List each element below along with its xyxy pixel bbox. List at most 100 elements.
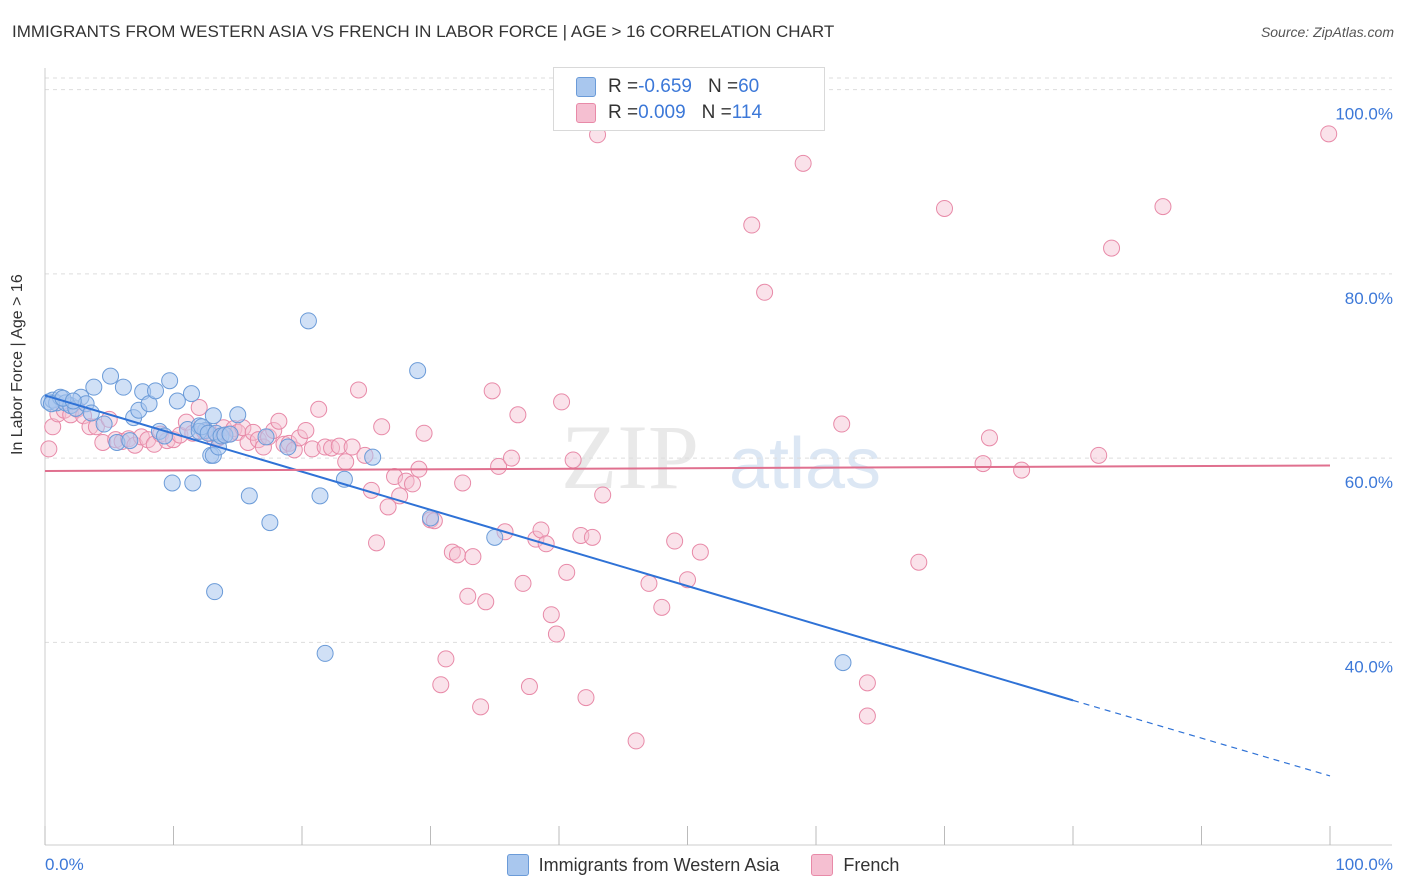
data-point-french <box>558 563 576 581</box>
data-point-western-asia <box>834 654 852 672</box>
legend-label: Immigrants from Western Asia <box>538 854 780 875</box>
r-value: 0.009 <box>638 102 686 123</box>
legend-swatch-blue <box>576 77 596 97</box>
legend-item-western-asia: Immigrants from Western Asia <box>506 854 780 876</box>
x-tick-label: 0.0% <box>45 855 84 874</box>
data-point-french <box>448 546 466 564</box>
data-point-french <box>858 674 876 692</box>
series-legend: Immigrants from Western Asia French <box>0 852 1406 878</box>
n-label: N = <box>701 102 732 123</box>
y-axis-label: In Labor Force | Age > 16 <box>9 274 26 455</box>
y-tick-label: 80.0% <box>1345 289 1393 308</box>
data-point-western-asia <box>311 487 329 505</box>
data-point-french <box>936 199 953 217</box>
data-point-western-asia <box>85 378 103 396</box>
data-point-french <box>627 732 645 750</box>
data-point-french <box>514 574 532 592</box>
data-point-western-asia <box>279 438 297 456</box>
data-point-french <box>679 571 696 589</box>
data-point-french <box>858 707 876 725</box>
data-point-western-asia <box>102 367 120 385</box>
data-point-french <box>974 455 992 473</box>
data-point-french <box>464 548 482 566</box>
data-point-french <box>270 412 288 430</box>
trendline-french <box>44 464 1331 473</box>
data-point-western-asia <box>121 432 139 450</box>
data-point-french <box>640 574 658 592</box>
trend-lines <box>44 394 1331 777</box>
data-point-french <box>330 437 348 455</box>
data-point-french <box>350 381 368 399</box>
data-point-french <box>437 650 455 668</box>
data-point-french <box>547 625 565 643</box>
data-point-french <box>502 449 520 467</box>
data-point-french <box>472 698 490 716</box>
data-point-french <box>1013 461 1031 479</box>
data-point-french <box>337 453 355 471</box>
trendline-western-asia <box>44 394 1074 702</box>
data-point-french <box>297 421 315 439</box>
data-point-french <box>373 418 391 436</box>
tick-labels: 40.0% 60.0% 80.0% 100.0% 0.0% 100.0% <box>45 105 1393 874</box>
data-point-french <box>190 398 208 416</box>
data-point-western-asia <box>229 406 247 424</box>
data-point-french <box>1154 198 1172 216</box>
n-value: 60 <box>738 76 760 97</box>
data-point-french <box>666 532 684 550</box>
data-point-french <box>1103 239 1121 257</box>
n-value: 114 <box>731 102 763 123</box>
y-tick-label: 60.0% <box>1345 473 1393 492</box>
data-point-french <box>303 440 321 458</box>
r-label: R = <box>608 76 639 97</box>
data-point-western-asia <box>114 378 132 396</box>
data-point-western-asia <box>364 448 382 466</box>
y-tick-label: 100.0% <box>1335 105 1393 124</box>
data-point-french <box>432 676 450 694</box>
data-point-western-asia <box>161 372 179 390</box>
data-point-french <box>490 457 508 475</box>
source-label: Source: ZipAtlas.com <box>1260 24 1394 40</box>
x-tick-label: 100.0% <box>1335 855 1393 874</box>
data-point-french <box>1090 446 1108 464</box>
data-point-french <box>509 406 527 424</box>
data-point-french <box>40 440 58 458</box>
data-point-french <box>310 400 328 418</box>
data-point-western-asia <box>299 312 317 330</box>
data-point-french <box>594 486 612 504</box>
data-point-western-asia <box>95 415 113 433</box>
data-point-western-asia <box>240 487 258 505</box>
grid <box>45 77 1392 643</box>
data-point-french <box>653 598 671 616</box>
data-point-french <box>443 543 461 561</box>
data-point-western-asia <box>486 528 504 546</box>
data-point-french <box>477 593 495 611</box>
data-point-french <box>794 154 812 172</box>
r-label: R = <box>608 102 639 123</box>
y-tick-label: 40.0% <box>1345 657 1393 676</box>
data-point-french <box>379 498 397 516</box>
trendline-western-asia-extension <box>1072 699 1331 777</box>
data-point-french <box>833 415 851 433</box>
axes <box>44 68 1392 846</box>
legend-label: French <box>843 854 900 875</box>
data-point-western-asia <box>257 428 275 446</box>
r-value: -0.659 <box>638 76 692 97</box>
watermark-zip: ZIP <box>561 406 699 508</box>
data-point-french <box>980 429 998 447</box>
data-point-french <box>404 475 422 493</box>
watermark-atlas: atlas <box>729 424 881 504</box>
legend-swatch-pink <box>811 854 834 876</box>
chart-title: IMMIGRANTS FROM WESTERN ASIA VS FRENCH I… <box>12 22 835 41</box>
data-point-french <box>583 528 601 546</box>
n-label: N = <box>707 76 739 97</box>
data-point-french <box>483 382 501 400</box>
data-point-western-asia <box>316 644 334 662</box>
data-point-french <box>553 393 571 411</box>
legend-swatch-blue <box>506 854 529 876</box>
data-point-western-asia <box>221 425 239 443</box>
data-point-french <box>542 606 560 624</box>
data-point-western-asia <box>184 474 202 492</box>
data-point-french <box>910 553 928 571</box>
data-point-western-asia <box>64 392 82 410</box>
